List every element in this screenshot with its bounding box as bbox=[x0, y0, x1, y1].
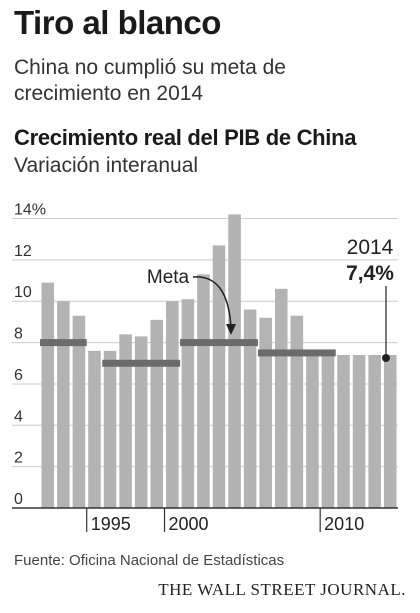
target-annotation-arrowhead bbox=[226, 324, 236, 335]
bar bbox=[352, 355, 366, 508]
bar bbox=[306, 352, 319, 508]
latest-value-label: 7,4% bbox=[346, 262, 394, 285]
y-tick-label: 14% bbox=[14, 202, 46, 219]
chart-title: Crecimiento real del PIB de China bbox=[14, 125, 357, 150]
bar bbox=[72, 315, 86, 508]
page-subtitle: China no cumplió su meta de crecimiento … bbox=[14, 56, 286, 105]
y-tick-label: 2 bbox=[14, 450, 23, 467]
bar bbox=[383, 355, 397, 508]
y-tick-label: 0 bbox=[14, 491, 23, 508]
bar bbox=[243, 309, 257, 508]
bar bbox=[212, 245, 226, 508]
target-line bbox=[257, 349, 336, 357]
y-tick-label: 4 bbox=[14, 408, 23, 425]
target-line bbox=[180, 339, 258, 347]
y-tick-label: 6 bbox=[14, 367, 23, 384]
bar bbox=[119, 334, 132, 508]
latest-value-dot bbox=[382, 354, 390, 362]
source-note: Fuente: Oficina Nacional de Estadísticas bbox=[14, 552, 285, 569]
y-tick-label: 12 bbox=[14, 243, 32, 260]
target-line bbox=[40, 339, 87, 347]
bar bbox=[368, 355, 381, 508]
publisher-logo: THE WALL STREET JOURNAL. bbox=[158, 580, 406, 599]
page-title: Tiro al blanco bbox=[14, 4, 221, 41]
chart-subtitle: Variación interanual bbox=[14, 154, 199, 177]
target-line bbox=[102, 359, 181, 367]
latest-year-label: 2014 bbox=[347, 236, 394, 259]
bar bbox=[197, 274, 210, 508]
target-annotation-label: Meta bbox=[147, 267, 190, 288]
bar bbox=[150, 319, 164, 508]
bar bbox=[259, 317, 272, 508]
bar bbox=[321, 355, 335, 508]
bar bbox=[88, 350, 101, 508]
gdp-growth-chart: 0 2 4 6 8 10 12 14% 1995 2000 2010 Meta 2014 7,4% bbox=[12, 202, 398, 534]
bar bbox=[337, 355, 350, 508]
bar bbox=[134, 336, 148, 508]
bar bbox=[181, 299, 195, 508]
bar bbox=[274, 288, 288, 508]
bar bbox=[41, 282, 55, 508]
bar bbox=[290, 315, 304, 508]
bar bbox=[103, 350, 117, 508]
x-tick-label: 2010 bbox=[324, 514, 364, 534]
bar bbox=[228, 214, 241, 509]
y-tick-label: 10 bbox=[14, 284, 32, 301]
x-tick-label: 2000 bbox=[169, 514, 209, 534]
target-annotation-arrow bbox=[192, 276, 232, 329]
y-tick-label: 8 bbox=[14, 326, 23, 343]
x-tick-label: 1995 bbox=[91, 514, 131, 534]
bar bbox=[57, 301, 70, 508]
bar bbox=[166, 301, 179, 508]
